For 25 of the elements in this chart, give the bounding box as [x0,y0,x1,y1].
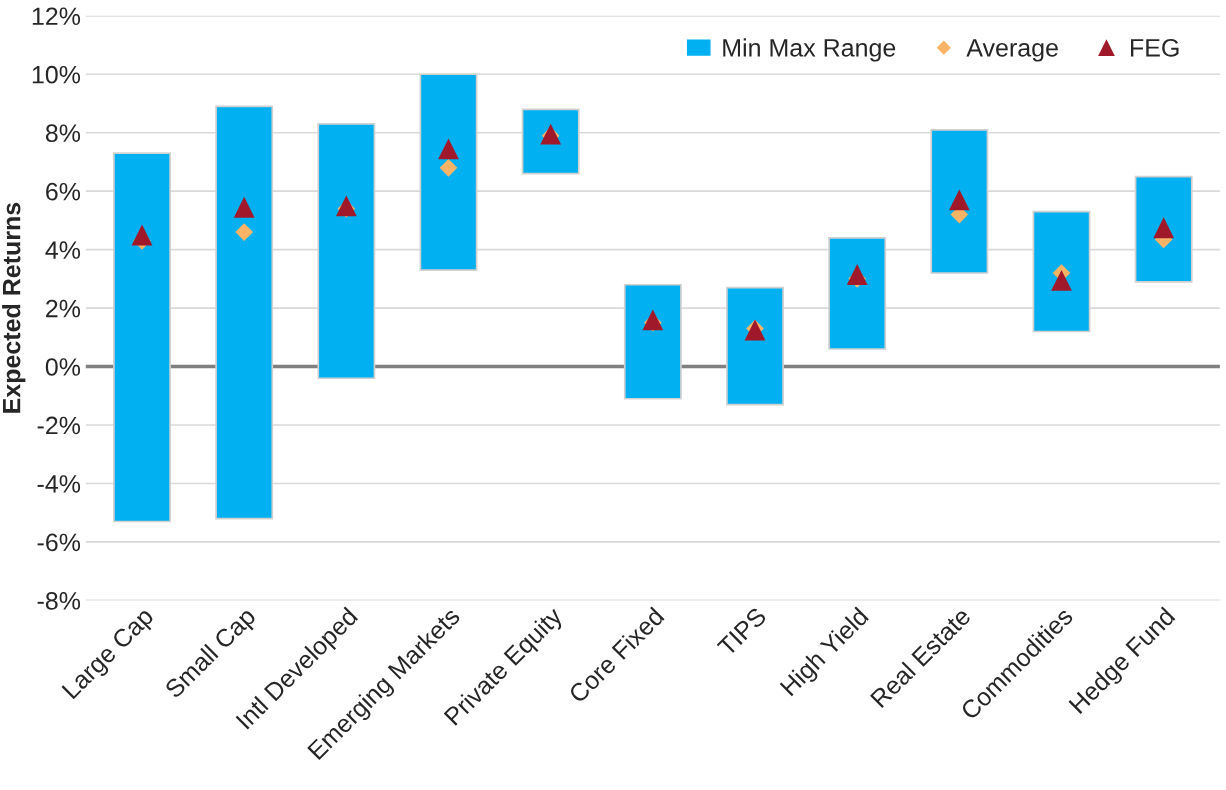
point [233,196,255,218]
y-tick-label: 2% [46,299,81,318]
y-tick-label: -2% [37,416,81,435]
point [1153,217,1175,239]
y-tick-label: -6% [37,533,81,552]
point [131,224,153,246]
y-tick-label: 10% [32,65,81,84]
legend-label: FEG [1131,38,1179,57]
point [846,264,868,285]
legend-label: Min Max Range [723,38,896,62]
y-tick-label: -4% [37,475,81,493]
point [1051,269,1072,291]
legend-label: Average [966,39,1058,62]
y-tick-label: 6% [46,182,81,201]
y-axis-title: Expected Returns [2,202,26,413]
y-tick-label: 0% [45,358,81,376]
point [235,223,254,241]
y-tick-label: 4% [45,241,81,259]
y-tick-label: 8% [45,124,81,143]
point [642,309,664,331]
point [948,189,970,211]
y-tick-label: 12% [32,7,81,26]
point [438,138,459,160]
point [439,158,458,177]
y-tick-label: -8% [37,592,81,610]
